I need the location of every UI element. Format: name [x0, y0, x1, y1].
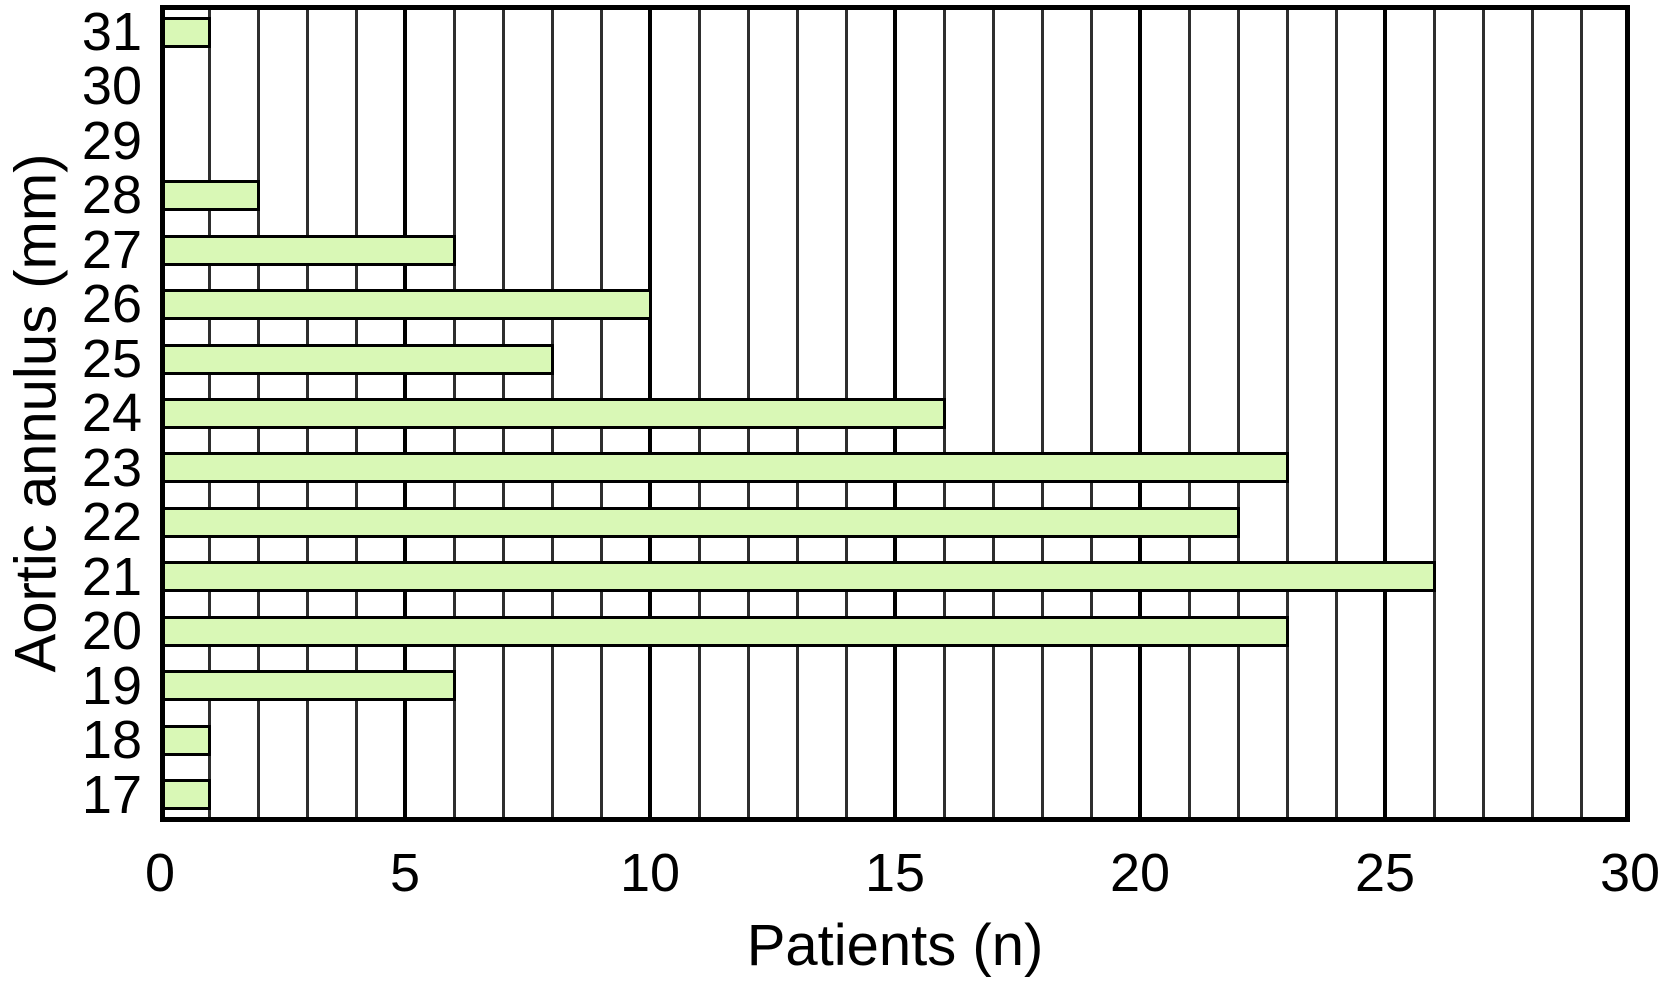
- minor-gridline: [1579, 5, 1583, 822]
- x-tick-label-15: 15: [864, 843, 926, 903]
- minor-gridline: [1432, 5, 1436, 822]
- y-tick-label-29: 29: [81, 110, 142, 171]
- x-tick-label-0: 0: [144, 843, 176, 903]
- x-tick-label-10: 10: [619, 843, 681, 903]
- y-tick-label-21: 21: [81, 546, 142, 607]
- bar-annulus-31: [160, 16, 211, 48]
- bar-annulus-25: [160, 343, 554, 375]
- minor-gridline: [1040, 5, 1044, 822]
- y-tick-label-24: 24: [81, 383, 142, 444]
- bar-annulus-18: [160, 724, 211, 756]
- x-tick-label-20: 20: [1109, 843, 1171, 903]
- y-tick-label-25: 25: [81, 328, 142, 389]
- bar-annulus-21: [160, 561, 1436, 593]
- minor-gridline: [1089, 5, 1093, 822]
- plot-area: [160, 5, 1630, 822]
- y-tick-label-20: 20: [81, 601, 142, 662]
- x-tick-label-25: 25: [1354, 843, 1416, 903]
- minor-gridline: [1236, 5, 1240, 822]
- x-tick-label-30: 30: [1599, 843, 1660, 903]
- minor-gridline: [1530, 5, 1534, 822]
- bar-annulus-23: [160, 452, 1289, 484]
- y-tick-label-27: 27: [81, 219, 142, 280]
- minor-gridline: [1285, 5, 1289, 822]
- x-tick-label-5: 5: [389, 843, 421, 903]
- bar-annulus-20: [160, 615, 1289, 647]
- minor-gridline: [1187, 5, 1191, 822]
- y-tick-label-22: 22: [81, 492, 142, 553]
- y-tick-label-18: 18: [81, 710, 142, 771]
- bar-annulus-27: [160, 234, 456, 266]
- x-axis-title: Patients (n): [746, 913, 1044, 978]
- major-gridline: [1138, 5, 1142, 822]
- major-gridline: [1383, 5, 1387, 822]
- bar-annulus-24: [160, 398, 946, 429]
- bar-annulus-26: [160, 289, 652, 321]
- y-tick-label-23: 23: [81, 437, 142, 498]
- y-tick-label-31: 31: [81, 2, 142, 62]
- bar-annulus-22: [160, 506, 1240, 538]
- y-tick-label-26: 26: [81, 274, 142, 335]
- minor-gridline: [1481, 5, 1485, 822]
- y-tick-label-19: 19: [81, 655, 142, 716]
- bar-annulus-28: [160, 180, 260, 212]
- bar-annulus-19: [160, 670, 456, 702]
- minor-gridline: [1334, 5, 1338, 822]
- bar-annulus-17: [160, 779, 211, 811]
- minor-gridline: [991, 5, 995, 822]
- y-tick-label-17: 17: [81, 764, 142, 825]
- y-tick-label-28: 28: [81, 165, 142, 226]
- y-tick-label-30: 30: [81, 56, 142, 117]
